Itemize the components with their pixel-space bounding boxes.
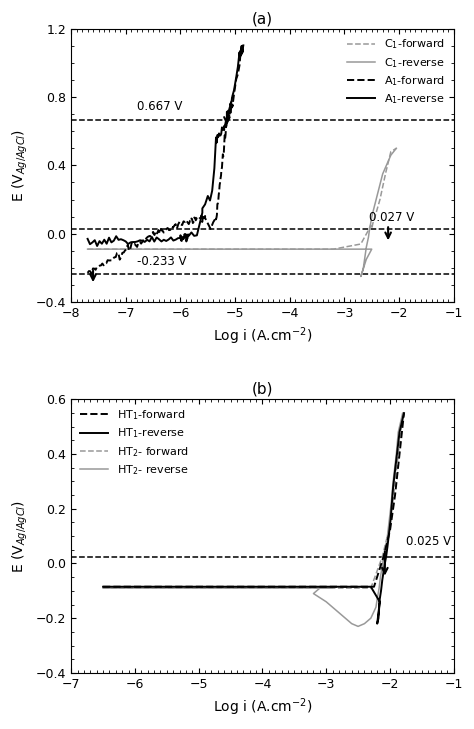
Title: (a): (a) bbox=[252, 11, 273, 26]
Y-axis label: E (V$_{Ag/AgCl}$): E (V$_{Ag/AgCl}$) bbox=[11, 129, 30, 202]
Text: 0.667 V: 0.667 V bbox=[137, 101, 182, 113]
Legend: C$_1$-forward, C$_1$-reverse, A$_1$-forward, A$_1$-reverse: C$_1$-forward, C$_1$-reverse, A$_1$-forw… bbox=[344, 34, 448, 109]
Text: 0.027 V: 0.027 V bbox=[369, 211, 414, 225]
X-axis label: Log i (A.cm$^{-2}$): Log i (A.cm$^{-2}$) bbox=[213, 326, 312, 347]
Text: -0.233 V: -0.233 V bbox=[137, 255, 186, 268]
Y-axis label: E (V$_{Ag/AgCl}$): E (V$_{Ag/AgCl}$) bbox=[11, 499, 30, 573]
Text: 0.025 V: 0.025 V bbox=[406, 535, 451, 548]
X-axis label: Log i (A.cm$^{-2}$): Log i (A.cm$^{-2}$) bbox=[213, 696, 312, 718]
Title: (b): (b) bbox=[252, 382, 273, 397]
Legend: HT$_1$-forward, HT$_1$-reverse, HT$_2$- forward, HT$_2$- reverse: HT$_1$-forward, HT$_1$-reverse, HT$_2$- … bbox=[77, 405, 192, 480]
